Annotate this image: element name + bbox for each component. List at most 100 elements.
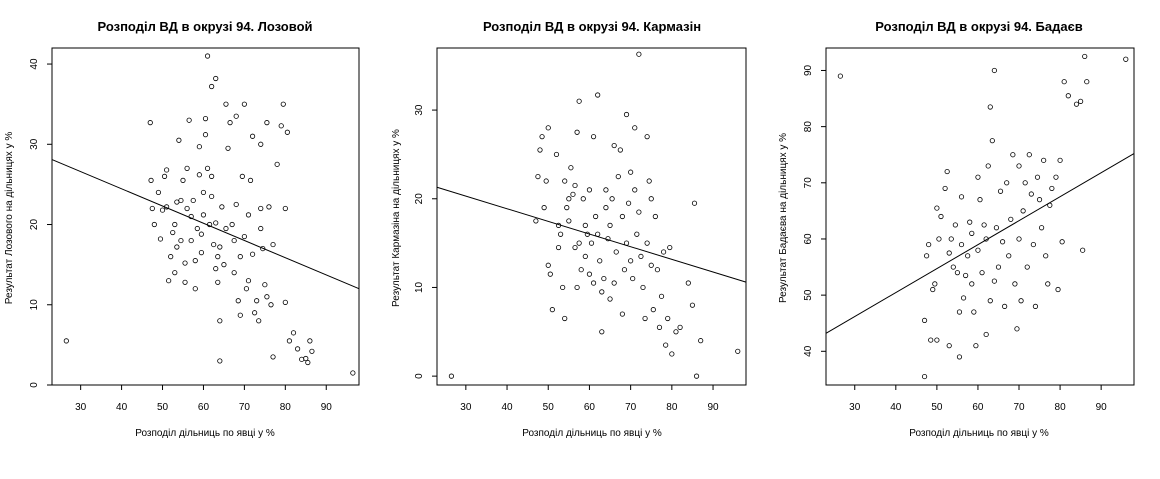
data-point bbox=[282, 205, 288, 212]
data-point bbox=[151, 221, 157, 228]
data-point bbox=[266, 204, 272, 210]
data-point bbox=[568, 165, 574, 171]
y-tick-label: 70 bbox=[803, 177, 814, 189]
chart-title: Розподіл ВД в окрузі 94. Кармазін bbox=[483, 19, 701, 34]
data-point bbox=[535, 173, 541, 180]
data-point bbox=[958, 194, 965, 200]
data-point bbox=[648, 262, 654, 268]
data-point bbox=[1010, 152, 1016, 158]
data-point bbox=[209, 193, 215, 200]
data-point bbox=[634, 231, 640, 237]
data-point bbox=[217, 318, 223, 324]
data-point bbox=[188, 213, 194, 220]
x-tick-label: 30 bbox=[75, 402, 87, 413]
y-axis-label: Результат Кармазіна на дільницях у % bbox=[391, 129, 402, 307]
x-tick-label: 40 bbox=[116, 402, 128, 413]
data-point bbox=[1123, 56, 1129, 62]
data-point bbox=[1024, 264, 1030, 270]
x-tick-label: 80 bbox=[280, 402, 292, 413]
data-point bbox=[640, 284, 646, 291]
data-point bbox=[1059, 239, 1065, 245]
data-point bbox=[539, 134, 545, 140]
data-point bbox=[564, 205, 570, 211]
data-point bbox=[237, 312, 243, 318]
data-point bbox=[202, 116, 209, 122]
data-point bbox=[174, 244, 180, 250]
data-point bbox=[1022, 180, 1028, 186]
data-point bbox=[654, 267, 661, 273]
data-point bbox=[698, 338, 704, 344]
plot-frame bbox=[51, 47, 360, 386]
data-point bbox=[667, 244, 673, 251]
x-tick-label: 60 bbox=[972, 402, 984, 413]
x-tick-label: 30 bbox=[849, 402, 861, 413]
data-point bbox=[956, 309, 963, 315]
data-point bbox=[270, 354, 276, 360]
data-point bbox=[192, 258, 198, 264]
chart-title: Розподіл ВД в окрузі 94. Лозовой bbox=[98, 19, 313, 34]
data-point bbox=[632, 125, 638, 131]
data-point bbox=[576, 98, 582, 104]
data-point bbox=[235, 298, 241, 304]
data-point bbox=[233, 113, 239, 119]
data-point bbox=[609, 196, 615, 202]
data-point bbox=[215, 254, 221, 260]
data-point bbox=[837, 73, 843, 79]
data-point bbox=[280, 101, 286, 107]
data-point bbox=[284, 129, 290, 135]
data-point bbox=[350, 370, 356, 376]
data-point bbox=[184, 205, 190, 212]
data-point bbox=[1008, 216, 1014, 222]
scatter-panel-badaev: Розподіл ВД в окрузі 94. Бадаєв Розподіл… bbox=[778, 19, 1135, 439]
plot-frame bbox=[436, 47, 747, 386]
data-point bbox=[1053, 174, 1059, 180]
regression-line bbox=[51, 159, 360, 290]
data-point bbox=[1014, 326, 1020, 332]
data-point bbox=[983, 331, 989, 338]
data-point bbox=[258, 141, 264, 147]
data-point bbox=[607, 296, 613, 302]
y-tick-label: 0 bbox=[29, 382, 40, 388]
y-tick-label: 10 bbox=[29, 299, 40, 311]
data-point bbox=[1006, 253, 1012, 259]
data-point bbox=[975, 247, 981, 253]
data-point bbox=[209, 173, 215, 179]
data-point bbox=[926, 241, 932, 248]
data-point bbox=[262, 282, 268, 288]
data-point bbox=[549, 307, 555, 313]
data-point bbox=[309, 348, 315, 354]
data-point bbox=[613, 249, 619, 255]
data-point bbox=[574, 284, 580, 291]
data-point bbox=[170, 229, 176, 236]
data-point bbox=[186, 117, 192, 123]
data-point bbox=[590, 280, 597, 286]
data-point bbox=[693, 373, 700, 379]
data-point bbox=[249, 251, 256, 257]
plot-frame bbox=[825, 47, 1135, 386]
data-point bbox=[213, 220, 219, 226]
data-point bbox=[677, 324, 683, 330]
y-axis-label: Результат Бадаєва на дільницях у % bbox=[778, 133, 789, 303]
x-tick-label: 70 bbox=[625, 402, 637, 413]
data-point bbox=[572, 244, 578, 251]
y-tick-label: 30 bbox=[29, 138, 40, 150]
data-point bbox=[1026, 152, 1032, 158]
data-point bbox=[1012, 281, 1018, 287]
data-point bbox=[1020, 208, 1026, 214]
data-point bbox=[555, 244, 562, 251]
data-point bbox=[229, 221, 235, 228]
data-point bbox=[663, 342, 669, 348]
data-point bbox=[648, 196, 654, 202]
data-point bbox=[448, 373, 455, 379]
data-point bbox=[299, 356, 305, 362]
data-point bbox=[921, 317, 928, 324]
data-point bbox=[660, 249, 667, 255]
data-point bbox=[147, 120, 153, 126]
data-point bbox=[155, 189, 162, 196]
scatter-panel-lozovoy: Розподіл ВД в окрузі 94. Лозовой Розподі… bbox=[4, 19, 360, 439]
data-point bbox=[948, 236, 954, 242]
data-point bbox=[967, 219, 973, 225]
data-point bbox=[241, 233, 247, 240]
data-point bbox=[981, 222, 987, 228]
regression-line bbox=[825, 153, 1135, 334]
